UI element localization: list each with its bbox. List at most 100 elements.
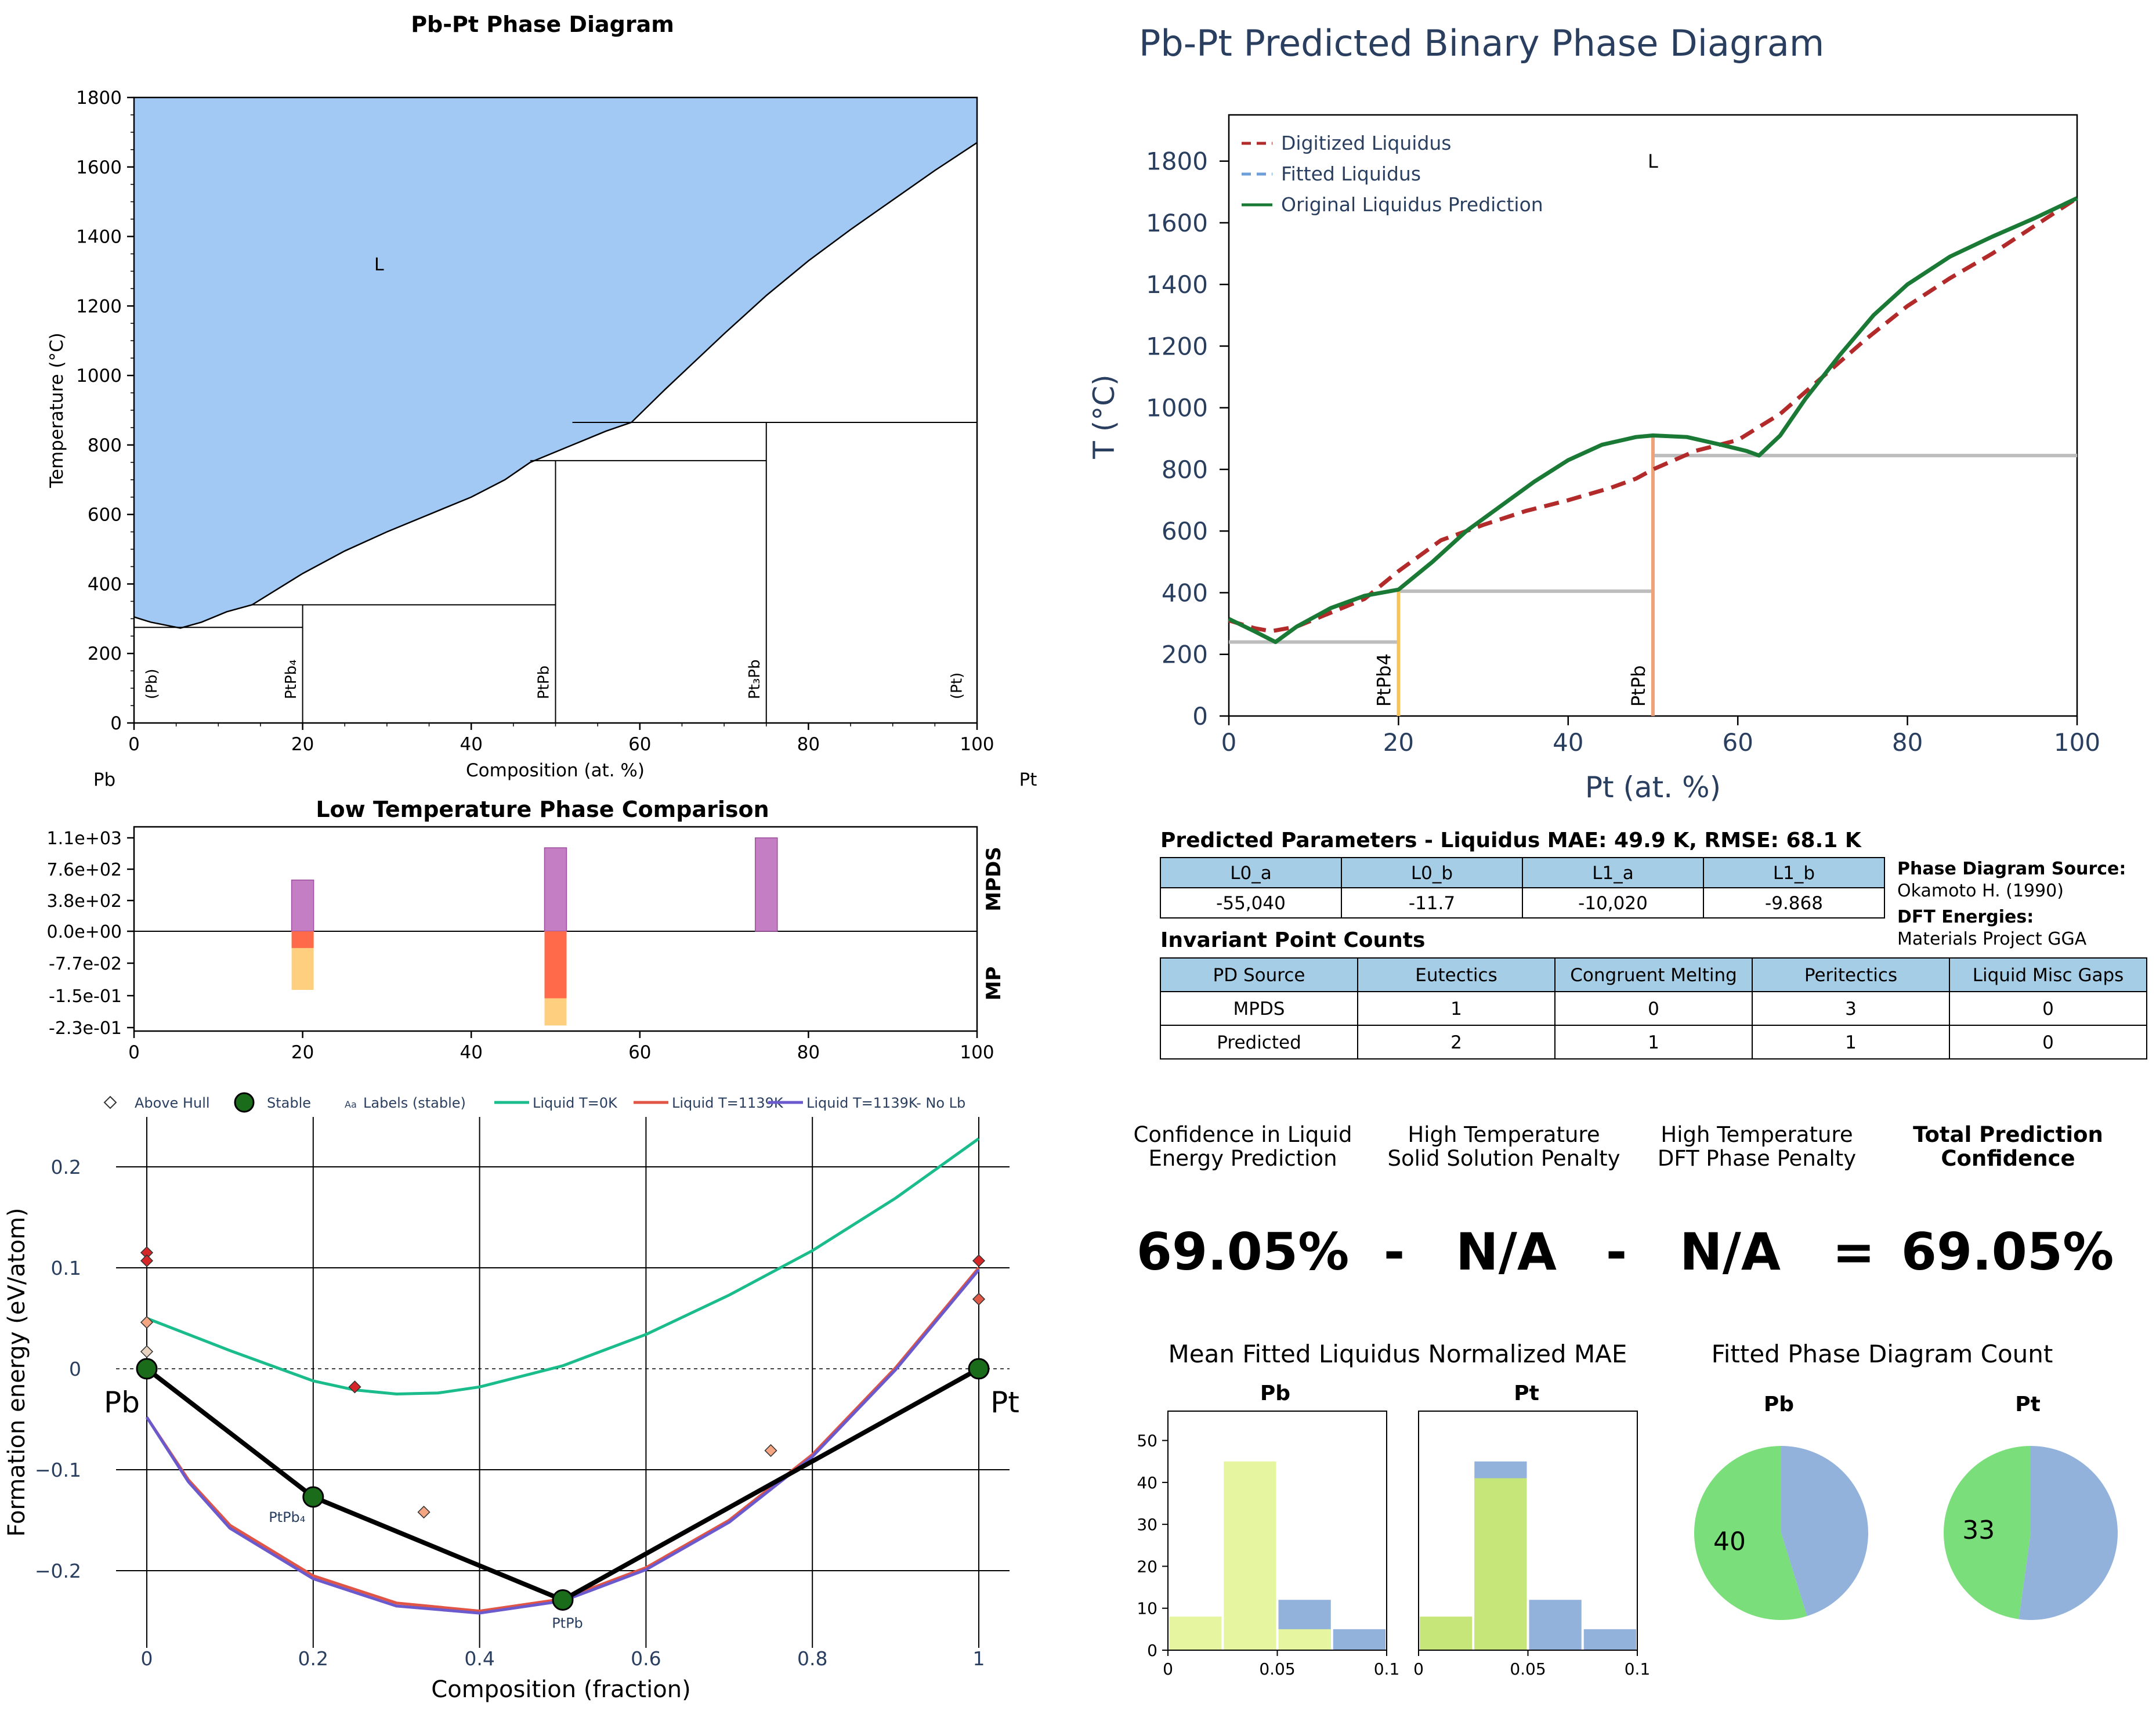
mpds-x-tick-label: 20	[291, 734, 314, 755]
predicted-y-tick-label: 1000	[1146, 394, 1208, 422]
hull-legend-label: Liquid T=0K	[533, 1095, 618, 1111]
hull-x-label: Composition (fraction)	[431, 1676, 690, 1703]
source-label: Phase Diagram Source:	[1897, 859, 2126, 879]
predicted-y-tick-label: 400	[1162, 578, 1208, 607]
mpds-y-tick-label: 800	[88, 435, 122, 456]
hull-above-point	[141, 1255, 153, 1267]
mpds-title: Pb-Pt Phase Diagram	[411, 12, 674, 37]
mpds-y-tick-label: 1200	[76, 296, 122, 317]
predicted-title: Pb-Pt Predicted Binary Phase Diagram	[1139, 22, 1824, 64]
mae-bar	[1169, 1617, 1221, 1650]
pie-slice-label: 33	[1962, 1516, 1995, 1545]
mpds-phase-label: PtPb₄	[283, 660, 300, 699]
params-header-text: L0_b	[1411, 863, 1453, 884]
hull-x-axis: 0 0.2 0.4 0.6 0.8 1	[141, 1647, 985, 1670]
pie-slice-label: 40	[1713, 1527, 1746, 1557]
params-value-text: -9.868	[1765, 893, 1823, 914]
mae-title: Mean Fitted Liquidus Normalized MAE	[1169, 1340, 1627, 1368]
hull-above-point	[973, 1255, 985, 1267]
mpds-phase-labels: (Pb) PtPb₄ PtPb Pt₃Pb (Pt)	[143, 660, 966, 699]
predicted-phase-diagram: Pb-Pt Predicted Binary Phase Diagram PtP…	[1087, 22, 2100, 804]
invariants-cell-text: 3	[1845, 999, 1857, 1019]
mpds-x-label: Composition (at. %)	[466, 760, 645, 781]
predicted-x-tick-label: 0	[1221, 728, 1237, 757]
mae-bar	[1420, 1617, 1472, 1650]
hull-above-points	[141, 1247, 985, 1518]
predicted-y-tick-label: 600	[1162, 517, 1208, 545]
mpds-phase-label: (Pb)	[143, 669, 161, 699]
hull-x-tick-label: 0.8	[797, 1647, 827, 1670]
hull-above-point	[418, 1506, 430, 1518]
params-header-text: L0_a	[1230, 863, 1272, 884]
params-header-text: L1_a	[1592, 863, 1634, 884]
mae-x-tick-label: 0.1	[1625, 1659, 1651, 1679]
conf-operator-2: -	[1606, 1222, 1627, 1282]
hull-y-tick-label: −0.1	[35, 1459, 81, 1481]
conf-h1a: Confidence in Liquid	[1134, 1122, 1352, 1147]
hull-stable-point	[553, 1590, 573, 1610]
lowtemp-mpds-label: MPDS	[982, 847, 1005, 911]
lowtemp-y-axis: 1.1e+037.6e+023.8e+020.0e+00-7.7e-02-1.5…	[47, 829, 134, 1039]
predicted-legend-label: Original Liquidus Prediction	[1281, 193, 1543, 216]
predicted-x-tick-label: 100	[2054, 728, 2100, 757]
invariants-cell-text: 2	[1450, 1032, 1462, 1053]
mpds-x-tick-label: 100	[960, 734, 994, 755]
hull-above-point	[141, 1317, 153, 1328]
hull-legend-label: Stable	[267, 1095, 311, 1111]
invariants-table: PD Source Eutectics Congruent Melting Perit…	[1160, 958, 2147, 1059]
conf-h1b: Energy Prediction	[1148, 1146, 1337, 1171]
conf-h2a: High Temperature	[1408, 1122, 1600, 1147]
mpds-corner-right: Pt	[1019, 769, 1037, 790]
lowtemp-y-tick-label: 1.1e+03	[47, 829, 122, 849]
invariants-header-text: Eutectics	[1415, 965, 1497, 986]
mpds-y-tick-label: 600	[88, 505, 122, 526]
mpds-y-tick-label: 400	[88, 574, 122, 595]
invariants-header-text: PD Source	[1213, 965, 1305, 986]
mae-y-tick-label: 30	[1137, 1515, 1157, 1534]
mae-frame	[1168, 1411, 1387, 1650]
mae-pt-title: Pt	[1514, 1382, 1539, 1405]
lowtemp-x-tick-label: 20	[291, 1042, 314, 1063]
mpds-phase-label: (Pt)	[949, 672, 966, 699]
predicted-y-tick-label: 800	[1162, 455, 1208, 484]
lowtemp-mpds-bar	[545, 848, 567, 931]
lowtemp-mpds-bar	[292, 880, 314, 931]
lowtemp-y-tick-label: 0.0e+00	[47, 922, 122, 942]
mpds-phase-diagram: Pb-Pt Phase Diagram 0 20 40 60 80 100 0200400…	[46, 12, 1037, 790]
invariants-cell-text: 1	[1845, 1032, 1857, 1053]
hull-stable-label: Pt	[990, 1386, 1019, 1419]
invariants-cell-text: 0	[2042, 999, 2054, 1019]
lowtemp-y-tick-label: 7.6e+02	[47, 860, 122, 880]
hull-liquid-curve	[147, 1270, 979, 1613]
hull-legend-label: Liquid T=1139K- No Lb	[806, 1095, 965, 1111]
predicted-invariant-lines	[1229, 436, 2077, 716]
hull-y-axis: 0.20.10−0.1−0.2	[35, 1156, 81, 1582]
hull-legend-label: Labels (stable)	[363, 1095, 466, 1111]
mpds-y-tick-label: 0	[110, 713, 122, 734]
mae-pb-title: Pb	[1260, 1382, 1290, 1405]
lowtemp-mp-stable-bar	[545, 931, 567, 998]
hull-above-point	[973, 1293, 985, 1305]
predicted-region-label: L	[1648, 150, 1658, 172]
hull-stable-point	[969, 1359, 989, 1379]
hull-above-point	[141, 1346, 153, 1357]
source-value: Okamoto H. (1990)	[1897, 881, 2064, 901]
mpds-y-tick-label: 1800	[76, 88, 122, 109]
invariants-header-text: Liquid Misc Gaps	[1973, 965, 2124, 986]
hull-x-tick-label: 0.2	[298, 1647, 328, 1670]
predicted-compound-label: PtPb4	[1373, 653, 1395, 707]
mpds-phase-label: Pt₃Pb	[746, 660, 764, 699]
predicted-y-tick-label: 1600	[1146, 209, 1208, 237]
hull-stable-points: PbPtPb₄PtPbPt	[104, 1359, 1019, 1631]
hull-convex-line	[147, 1369, 979, 1600]
mpds-x-tick-label: 80	[797, 734, 820, 755]
invariants-header-text: Congruent Melting	[1570, 965, 1737, 986]
invariants-cell-text: MPDS	[1233, 999, 1285, 1019]
predicted-y-tick-label: 200	[1162, 641, 1208, 669]
mpds-y-tick-label: 1400	[76, 227, 122, 248]
lowtemp-x-tick-label: 60	[628, 1042, 651, 1063]
lowtemp-x-tick-label: 80	[797, 1042, 820, 1063]
invariants-cell-text: 1	[1450, 999, 1462, 1019]
hull-legend-label-icon: Aa	[345, 1099, 357, 1110]
